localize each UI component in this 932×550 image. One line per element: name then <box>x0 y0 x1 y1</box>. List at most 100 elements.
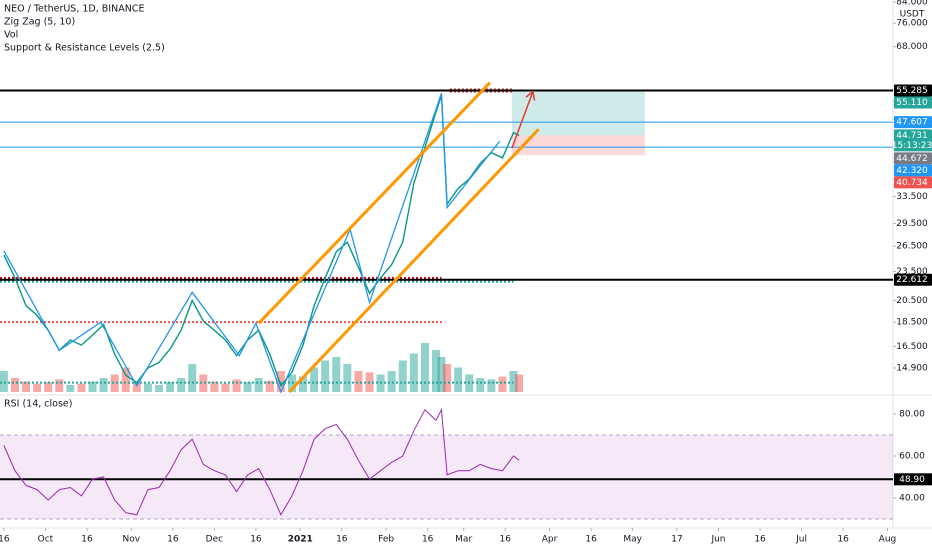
volume-bar <box>437 357 446 392</box>
volume-bar <box>509 371 518 392</box>
x-tick-label: 16 <box>81 535 93 545</box>
volume-bar <box>210 381 219 392</box>
volume-bar <box>44 382 53 392</box>
price-flag <box>894 84 932 97</box>
price-flag-label: 55.110 <box>896 98 928 108</box>
volume-bar <box>243 382 252 392</box>
volume-bar <box>321 360 330 392</box>
y-tick-label: 18.500 <box>896 318 928 328</box>
volume-bar <box>254 378 263 392</box>
indicator-label: Zig Zag (5, 10) <box>4 17 75 28</box>
currency: USDT <box>900 10 925 20</box>
trendline <box>288 128 540 394</box>
x-tick-label: 16 <box>250 535 262 545</box>
y-tick-label: 76.000 <box>896 19 928 29</box>
volume-bar <box>199 374 208 392</box>
price-flag <box>894 176 932 189</box>
x-tick-label: Apr <box>542 535 558 545</box>
price-flag-label: 44.672 <box>896 154 928 164</box>
volume-bar <box>354 371 363 392</box>
price-flag-label: 42.320 <box>896 166 928 176</box>
x-tick-label: 16 <box>422 535 434 545</box>
price-flag-label: 48.90 <box>899 475 925 485</box>
price-flag <box>894 129 932 152</box>
volume-bar <box>498 376 507 392</box>
volume-bar <box>143 383 152 392</box>
x-tick-label: Jul <box>795 535 807 545</box>
volume-bar <box>265 380 274 392</box>
x-tick-label: Feb <box>378 535 394 545</box>
y-tick-label: 68.000 <box>896 42 928 52</box>
volume-bar <box>99 378 108 392</box>
volume-bar <box>420 343 429 392</box>
x-tick-label: Mar <box>455 535 472 545</box>
y-tick-label: 26.500 <box>896 242 928 252</box>
price-flag <box>894 96 932 109</box>
y-tick-label: 84.000 <box>896 0 928 8</box>
position-stop <box>511 135 645 156</box>
price-flag-label: 44.731 <box>896 131 928 141</box>
rsi-line <box>3 408 520 516</box>
x-tick-label: May <box>623 535 642 545</box>
volume-bar <box>177 378 186 392</box>
volume-bar <box>154 385 163 392</box>
price-flag-label: 47.607 <box>896 118 928 128</box>
x-tick-label: 16 <box>499 535 511 545</box>
indicator-label: Vol <box>4 30 18 41</box>
volume-bar <box>188 364 197 392</box>
volume-bar <box>515 374 524 392</box>
position-target <box>511 91 645 136</box>
volume-bar <box>431 350 440 392</box>
zigzag <box>3 92 501 394</box>
arrow-head <box>525 90 536 101</box>
x-tick-label: 16 <box>837 535 849 545</box>
chart-title: NEO / TetherUS, 1D, BINANCE <box>4 4 144 15</box>
volume-bar <box>232 379 241 392</box>
price-flag <box>894 273 932 286</box>
price-flag <box>894 164 932 177</box>
y-tick-label: 60.00 <box>899 451 925 461</box>
x-tick-label: Aug <box>879 535 897 545</box>
volume-bar <box>454 367 463 392</box>
arrow <box>511 91 534 149</box>
volume-bar <box>77 383 86 392</box>
y-tick-label: 20.500 <box>896 296 928 306</box>
volume-bar <box>55 379 64 392</box>
price-flag <box>894 473 932 486</box>
y-tick-label: 33.500 <box>896 192 928 202</box>
x-tick-label: 16 <box>585 535 597 545</box>
x-tick-label: Oct <box>38 535 54 545</box>
volume-bar <box>287 374 296 392</box>
indicator-label: Support & Resistance Levels (2.5) <box>4 43 165 54</box>
rsi-band <box>0 434 893 520</box>
x-tick-label: 17 <box>671 535 682 545</box>
x-tick-label: 16 <box>0 535 10 545</box>
volume-bar <box>443 364 452 392</box>
trendline <box>257 81 492 325</box>
volume-bar <box>0 371 8 392</box>
y-tick-label: 16.500 <box>896 342 928 352</box>
volume-bar <box>476 378 485 392</box>
countdown: 15:13:23 <box>892 141 932 151</box>
volume-bar <box>310 367 319 392</box>
volume-bar <box>387 371 396 392</box>
x-tick-label: 16 <box>336 535 348 545</box>
volume-bar <box>121 367 130 392</box>
x-tick-label: 2021 <box>288 535 313 545</box>
volume-bar <box>66 385 75 392</box>
price-flag-label: 55.285 <box>896 86 928 96</box>
volume-bar <box>110 374 119 392</box>
y-tick-label: 80.00 <box>899 409 925 419</box>
x-tick-label: 16 <box>167 535 179 545</box>
price-flag-label: 40.734 <box>896 178 928 188</box>
rsi-title: RSI (14, close) <box>4 399 72 410</box>
price-flag <box>894 152 932 165</box>
volume-bar <box>487 379 496 392</box>
volume-bar <box>221 383 230 392</box>
volume-bar <box>166 382 175 392</box>
volume-bar <box>409 353 418 392</box>
x-tick-label: 16 <box>754 535 766 545</box>
